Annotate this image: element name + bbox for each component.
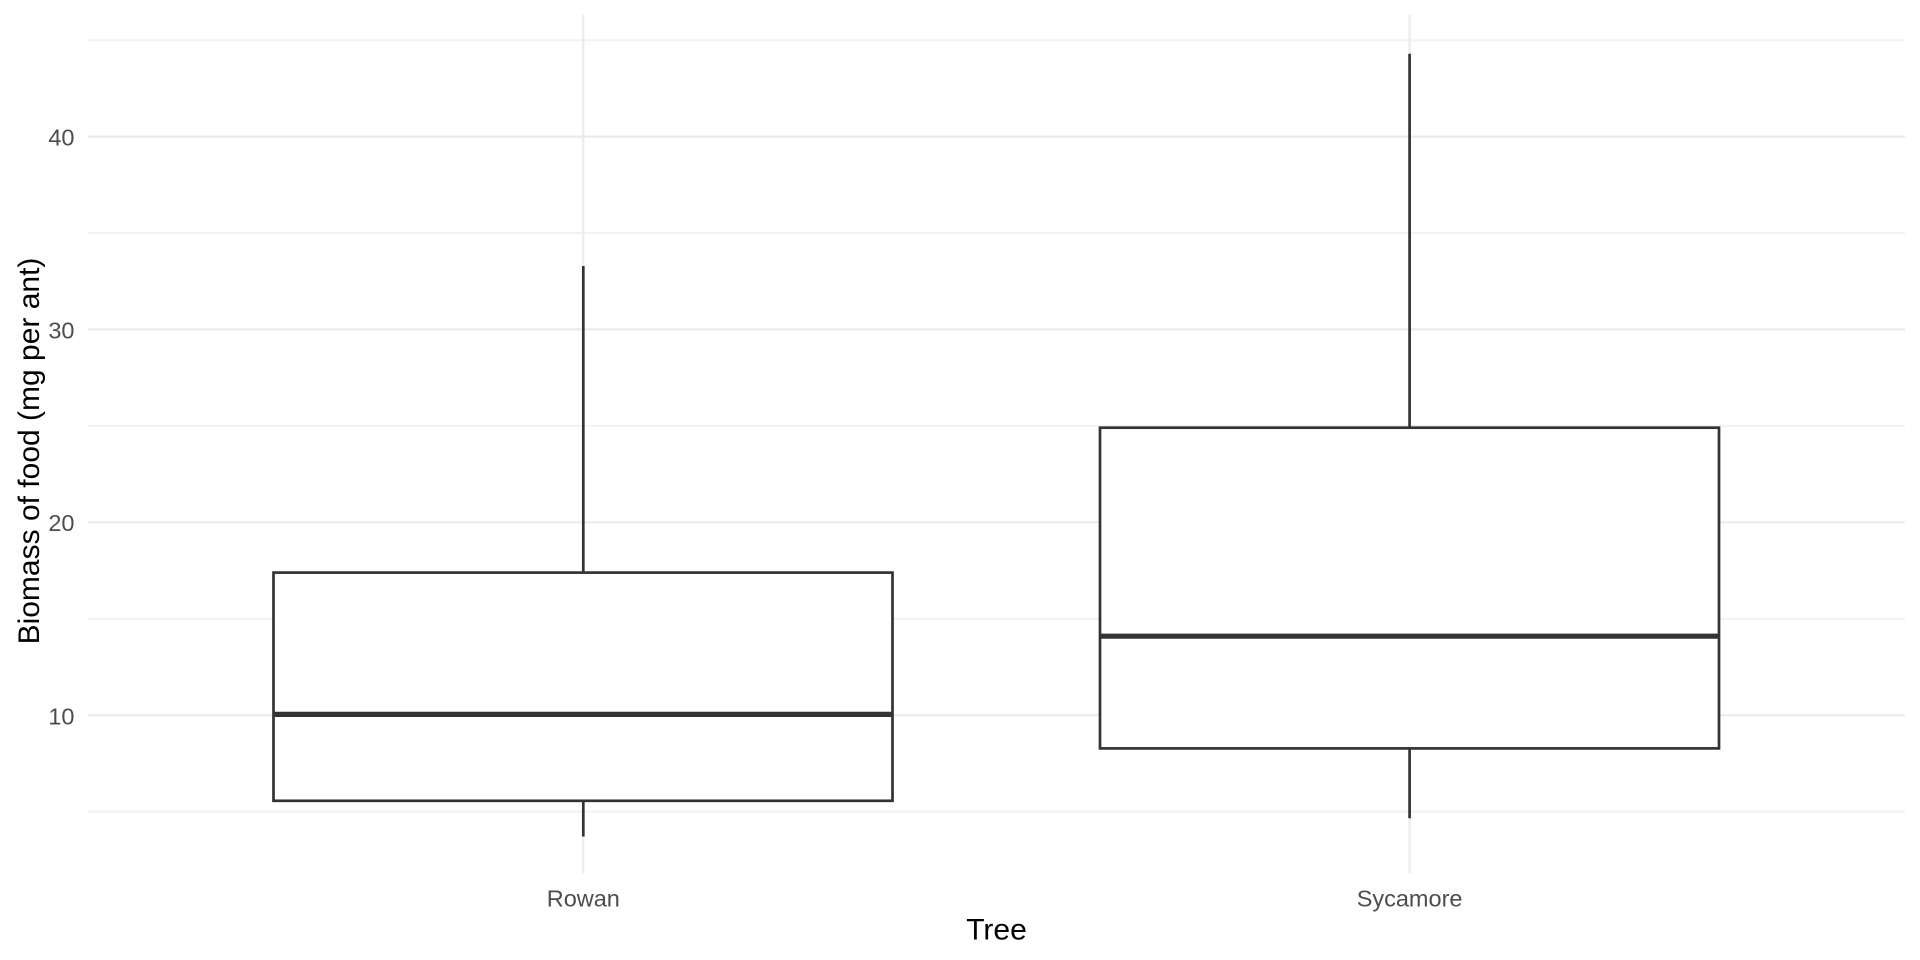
svg-text:40: 40 (48, 125, 74, 151)
svg-text:Biomass of food (mg per ant): Biomass of food (mg per ant) (13, 258, 46, 645)
svg-text:30: 30 (48, 317, 74, 343)
svg-text:Tree: Tree (966, 914, 1027, 947)
svg-text:20: 20 (48, 510, 74, 536)
svg-text:Rowan: Rowan (547, 886, 620, 912)
svg-text:10: 10 (48, 704, 74, 730)
svg-text:Sycamore: Sycamore (1357, 886, 1463, 912)
